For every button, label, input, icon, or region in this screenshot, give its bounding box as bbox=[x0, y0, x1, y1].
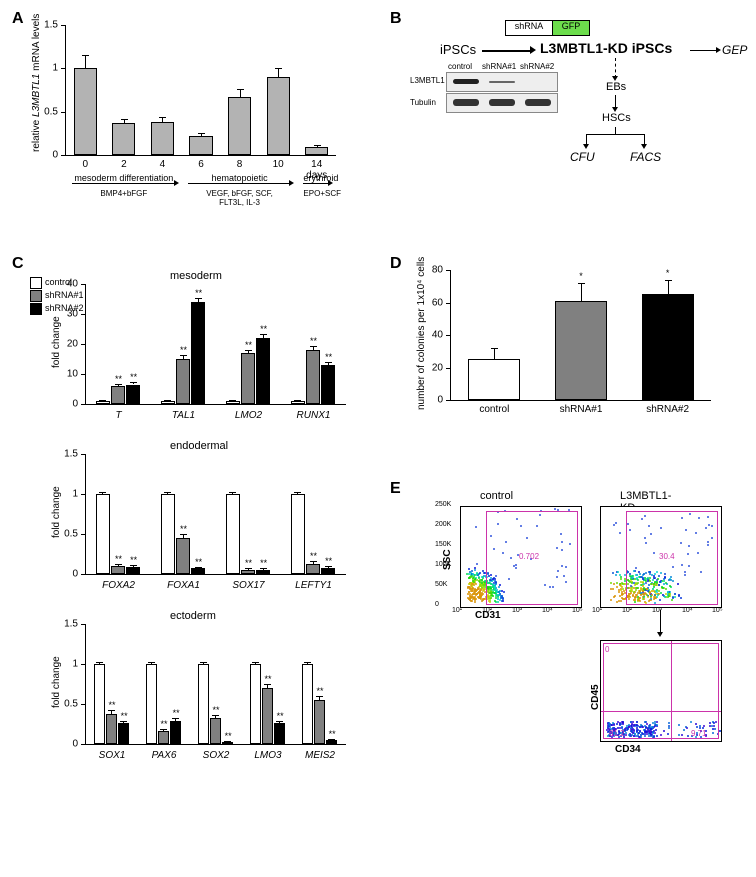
facs-sub: 081.29.71 bbox=[600, 640, 722, 742]
wb-lane-2: shRNA#1 bbox=[482, 62, 516, 71]
gfp-box: GFP bbox=[552, 20, 590, 36]
facs-title-control: control bbox=[480, 490, 513, 502]
chart-panel-d: 020406080control*shRNA#1*shRNA#2number o… bbox=[450, 270, 711, 401]
panel-label-e: E bbox=[390, 480, 401, 498]
facs-control: 0.702 bbox=[460, 506, 582, 608]
hscs-label: HSCs bbox=[602, 112, 631, 124]
ipscs-label: iPSCs bbox=[440, 42, 476, 57]
panel-b-diagram: shRNA GFP iPSCs L3MBTL1-KD iPSCs GEP EBs… bbox=[410, 20, 740, 220]
facs-sub-y: CD45 bbox=[590, 684, 601, 710]
wb-lane-3: shRNA#2 bbox=[520, 62, 554, 71]
wb-row-2: Tubulin bbox=[410, 98, 436, 107]
ebs-label: EBs bbox=[606, 81, 626, 93]
panel-label-d: D bbox=[390, 255, 402, 273]
wb-row-1: L3MBTL1 bbox=[410, 76, 445, 85]
cfu-label: CFU bbox=[570, 150, 595, 164]
facs-kd: 30.4 bbox=[600, 506, 722, 608]
panel-label-c: C bbox=[12, 255, 24, 273]
panel-label-b: B bbox=[390, 10, 402, 28]
figure: A 00.511.5024681014 daysrelative L3MBTL1… bbox=[10, 10, 746, 867]
shrna-box: shRNA bbox=[505, 20, 553, 36]
gep-label: GEP bbox=[722, 43, 747, 57]
facs-label: FACS bbox=[630, 150, 661, 164]
facs-sub-x: CD34 bbox=[615, 744, 641, 755]
kd-ipscs-label: L3MBTL1-KD iPSCs bbox=[540, 40, 672, 56]
wb-lane-1: control bbox=[448, 62, 472, 71]
chart-panel-a: 00.511.5024681014 daysrelative L3MBTL1 m… bbox=[65, 25, 336, 156]
panel-label-a: A bbox=[12, 10, 24, 28]
chart-panel-c: controlshRNA#1shRNA#2mesoderm010203040**… bbox=[30, 270, 360, 780]
